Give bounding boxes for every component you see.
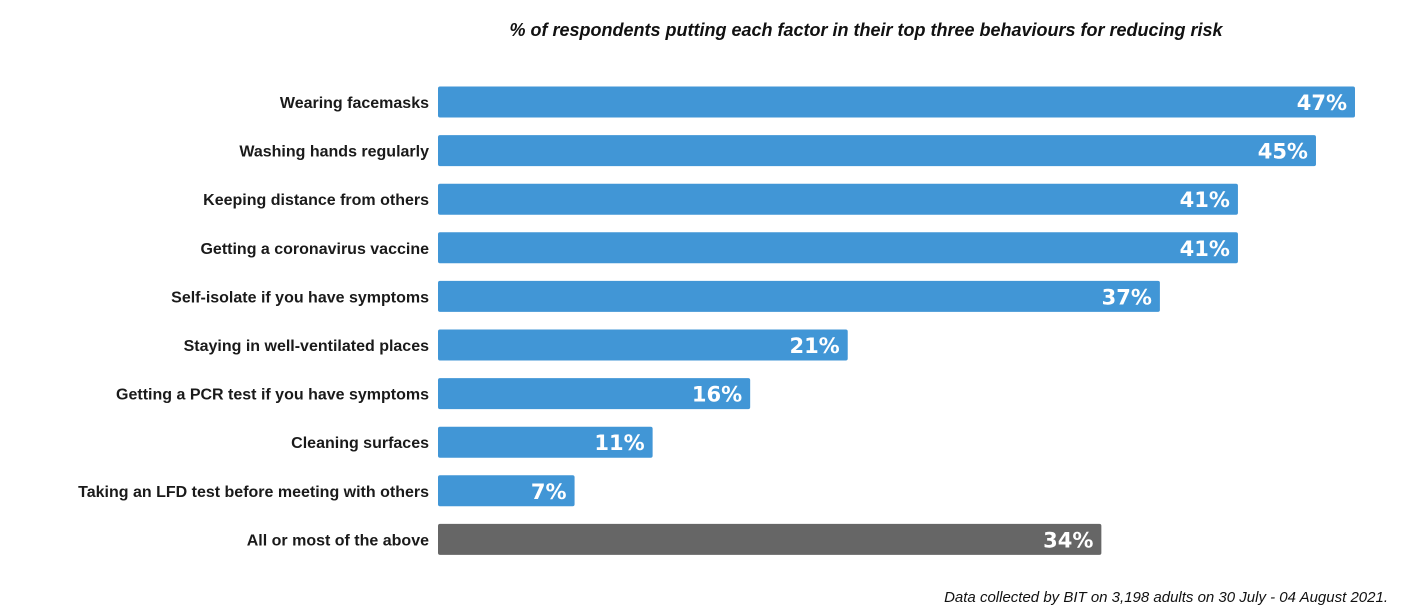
bar: [438, 523, 1102, 555]
bar-row: Wearing facemasks 47%: [280, 86, 1355, 118]
bar: [438, 280, 1160, 312]
value-label: 11%: [594, 431, 644, 455]
bar-row: Getting a coronavirus vaccine 41%: [200, 232, 1238, 264]
value-label: 7%: [531, 480, 567, 504]
category-label: All or most of the above: [247, 532, 429, 549]
bar-row: Self-isolate if you have symptoms 37%: [171, 280, 1160, 312]
bar-row: Staying in well-ventilated places 21%: [184, 329, 848, 361]
bars-group: Wearing facemasks 47% Washing hands regula…: [78, 86, 1355, 555]
bar: [438, 475, 575, 507]
value-label: 41%: [1180, 188, 1230, 212]
value-label: 47%: [1297, 91, 1347, 115]
bar: [438, 329, 848, 361]
value-label: 34%: [1043, 528, 1093, 552]
value-label: 41%: [1180, 237, 1230, 261]
chart-title: % of respondents putting each factor in …: [509, 20, 1223, 40]
bar-row: Washing hands regularly 45%: [239, 135, 1316, 167]
category-label: Staying in well-ventilated places: [184, 338, 430, 355]
category-label: Wearing facemasks: [280, 95, 429, 112]
category-label: Self-isolate if you have symptoms: [171, 289, 429, 306]
value-label: 16%: [692, 383, 742, 407]
bar-row: Taking an LFD test before meeting with o…: [78, 475, 575, 507]
bar: [438, 86, 1355, 118]
bar: [438, 183, 1238, 215]
bar-row: Keeping distance from others 41%: [203, 183, 1238, 215]
category-label: Keeping distance from others: [203, 192, 429, 209]
bar: [438, 426, 653, 458]
category-label: Cleaning surfaces: [291, 435, 429, 452]
category-label: Taking an LFD test before meeting with o…: [78, 484, 429, 501]
footnote: Data collected by BIT on 3,198 adults on…: [944, 589, 1388, 606]
bar: [438, 378, 751, 410]
category-label: Getting a PCR test if you have symptoms: [116, 387, 429, 404]
bar-row: Cleaning surfaces 11%: [291, 426, 653, 458]
category-label: Washing hands regularly: [239, 144, 429, 161]
bar-row: Getting a PCR test if you have symptoms 1…: [116, 378, 751, 410]
value-label: 37%: [1102, 285, 1152, 309]
category-label: Getting a coronavirus vaccine: [200, 241, 429, 258]
bar: [438, 135, 1316, 167]
bar: [438, 232, 1238, 264]
bar-row: All or most of the above 34%: [247, 523, 1102, 555]
value-label: 21%: [789, 334, 839, 358]
value-label: 45%: [1258, 140, 1308, 164]
